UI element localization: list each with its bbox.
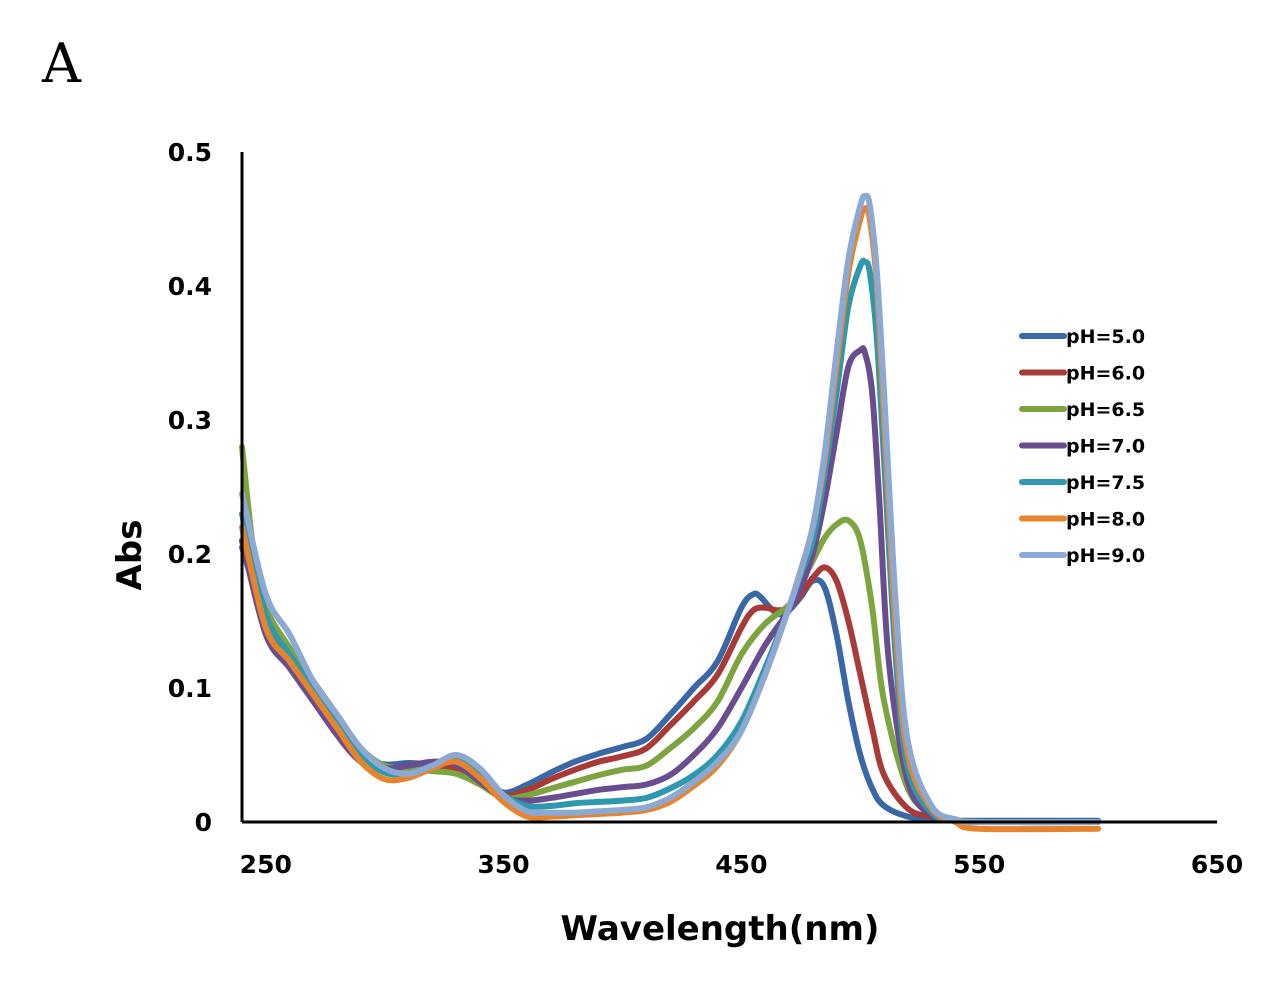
- legend: pH=5.0 pH=6.0 pH=6.5 pH=7.0 pH=7.5 pH=8.0 pH=9…: [1019, 326, 1145, 567]
- x-axis-title: Wavelength(nm): [561, 909, 880, 949]
- legend-label: pH=7.5: [1066, 472, 1145, 494]
- legend-item: pH=7.5: [1019, 472, 1145, 494]
- series-layer: [239, 192, 1102, 833]
- series-line-4: [239, 257, 1102, 826]
- y-tick-label: 0.4: [168, 272, 212, 301]
- legend-item: pH=7.0: [1019, 436, 1145, 458]
- series-line-6: [239, 192, 1102, 826]
- legend-item: pH=6.5: [1019, 399, 1145, 421]
- y-tick-label: 0.1: [168, 674, 212, 703]
- legend-item: pH=9.0: [1019, 545, 1145, 567]
- legend-label: pH=5.0: [1066, 326, 1145, 348]
- x-tick-label: 450: [715, 850, 767, 879]
- series-line-0: [239, 544, 1102, 824]
- y-tick-label: 0.5: [168, 138, 212, 167]
- legend-item: pH=8.0: [1019, 509, 1145, 531]
- legend-item: pH=6.0: [1019, 363, 1145, 385]
- legend-label: pH=9.0: [1066, 545, 1145, 567]
- series-line-1: [239, 537, 1102, 826]
- x-tick-label: 250: [240, 850, 292, 879]
- x-tick-label: 350: [477, 850, 529, 879]
- y-tick-label: 0: [195, 808, 212, 837]
- legend-label: pH=6.5: [1066, 399, 1145, 421]
- legend-label: pH=7.0: [1066, 436, 1145, 458]
- y-tick-label: 0.2: [168, 540, 212, 569]
- x-tick-label: 550: [953, 850, 1005, 879]
- tick-labels: 0 0.1 0.2 0.3 0.4 0.5 250 350 450 550 650: [168, 138, 1243, 879]
- x-tick-label: 650: [1191, 850, 1243, 879]
- legend-item: pH=5.0: [1019, 326, 1145, 348]
- legend-label: pH=8.0: [1066, 509, 1145, 531]
- series-line-3: [239, 345, 1102, 826]
- series-line-5: [239, 205, 1102, 833]
- y-tick-label: 0.3: [168, 406, 212, 435]
- legend-label: pH=6.0: [1066, 363, 1145, 385]
- y-axis-title: Abs: [110, 520, 150, 591]
- panel-label: A: [41, 32, 82, 95]
- axes: [240, 152, 1217, 824]
